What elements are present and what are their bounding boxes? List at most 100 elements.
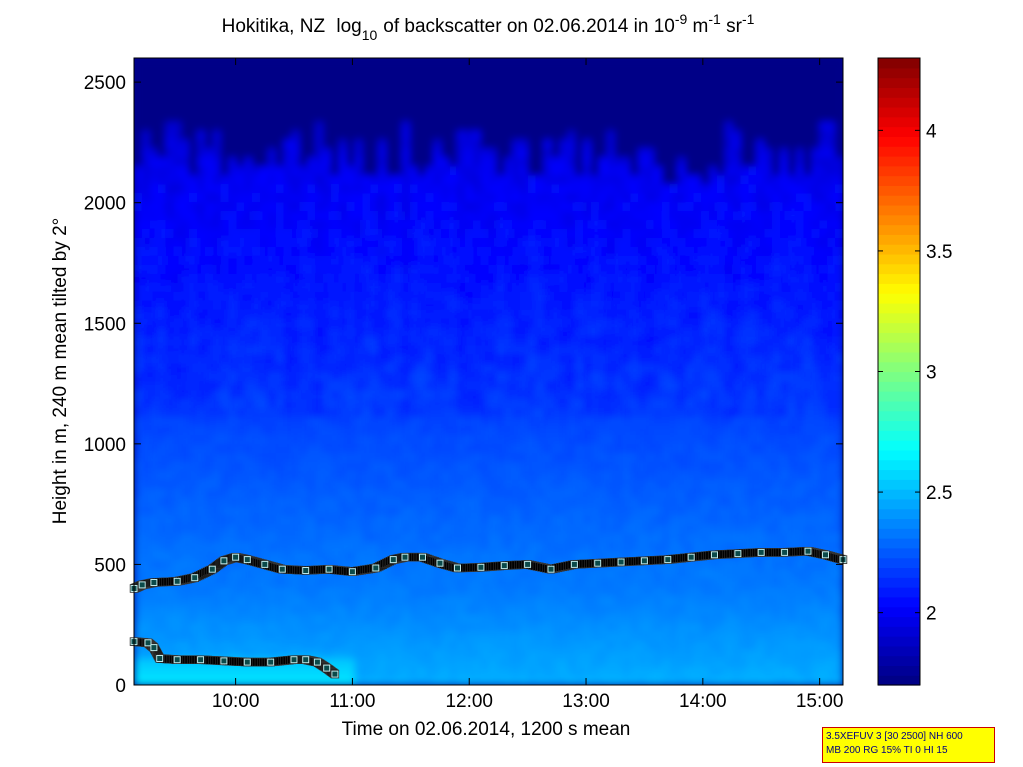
heatmap-cell bbox=[496, 407, 506, 418]
heatmap-cell bbox=[425, 66, 435, 77]
heatmap-cell bbox=[653, 138, 663, 149]
heatmap-cell bbox=[362, 192, 372, 203]
heatmap-cell bbox=[606, 613, 616, 624]
heatmap-cell bbox=[267, 371, 277, 382]
heatmap-cell bbox=[386, 93, 395, 104]
heatmap-cell bbox=[252, 246, 261, 256]
heatmap-cell bbox=[204, 380, 214, 391]
heatmap-cell bbox=[653, 362, 663, 373]
heatmap-cell bbox=[173, 156, 183, 167]
heatmap-cell bbox=[449, 228, 458, 238]
heatmap-cell bbox=[551, 111, 561, 122]
heatmap-cell bbox=[283, 541, 293, 552]
heatmap-cell bbox=[583, 586, 592, 597]
heatmap-cell bbox=[275, 75, 285, 86]
heatmap-cell bbox=[149, 93, 159, 104]
heatmap-cell bbox=[653, 470, 663, 480]
heatmap-cell bbox=[441, 174, 450, 185]
heatmap-cell bbox=[244, 380, 253, 391]
heatmap-cell bbox=[362, 246, 372, 256]
heatmap-cell bbox=[488, 380, 498, 391]
heatmap-cell bbox=[307, 299, 316, 310]
heatmap-cell bbox=[504, 532, 513, 543]
heatmap-cell bbox=[315, 156, 324, 167]
heatmap-cell bbox=[575, 335, 584, 346]
heatmap-cell bbox=[204, 299, 214, 310]
heatmap-cell bbox=[646, 147, 655, 158]
heatmap-cell bbox=[393, 102, 403, 113]
heatmap-cell bbox=[197, 577, 206, 588]
heatmap-cell bbox=[425, 138, 435, 149]
heatmap-cell bbox=[393, 514, 403, 525]
heatmap-cell bbox=[417, 111, 427, 122]
heatmap-cell bbox=[157, 514, 167, 525]
heatmap-cell bbox=[354, 201, 364, 212]
heatmap-cell bbox=[401, 461, 411, 471]
heatmap-cell bbox=[409, 111, 419, 122]
heatmap-cell bbox=[512, 66, 521, 77]
heatmap-cell bbox=[393, 66, 403, 77]
heatmap-cell bbox=[590, 84, 600, 95]
heatmap-cell bbox=[606, 514, 616, 525]
heatmap-cell bbox=[527, 425, 537, 435]
heatmap-cell bbox=[480, 156, 490, 167]
heatmap-cell bbox=[504, 487, 513, 498]
heatmap-cell bbox=[165, 183, 175, 194]
heatmap-cell bbox=[173, 505, 183, 516]
heatmap-cell bbox=[590, 425, 600, 435]
heatmap-cell bbox=[362, 649, 372, 659]
heatmap-cell bbox=[220, 496, 230, 507]
heatmap-cell bbox=[504, 93, 513, 104]
heatmap-cell bbox=[189, 434, 198, 444]
heatmap-cell bbox=[464, 264, 474, 274]
heatmap-cell bbox=[653, 371, 663, 382]
heatmap-cell bbox=[149, 165, 159, 176]
heatmap-cell bbox=[488, 272, 498, 283]
heatmap-cell bbox=[149, 255, 159, 265]
heatmap-cell bbox=[480, 75, 490, 86]
heatmap-cell bbox=[590, 658, 600, 668]
heatmap-cell bbox=[299, 631, 309, 642]
heatmap-cell bbox=[417, 353, 427, 364]
heatmap-cell bbox=[157, 380, 167, 391]
heatmap-cell bbox=[590, 470, 600, 480]
heatmap-cell bbox=[535, 523, 545, 534]
heatmap-cell bbox=[456, 667, 466, 677]
heatmap-cell bbox=[378, 434, 387, 444]
heatmap-cell bbox=[291, 559, 301, 570]
heatmap-cell bbox=[527, 380, 537, 391]
heatmap-cell bbox=[606, 228, 616, 238]
heatmap-cell bbox=[606, 658, 616, 668]
heatmap-cell bbox=[669, 496, 679, 507]
heatmap-cell bbox=[307, 290, 316, 301]
heatmap-cell bbox=[236, 66, 246, 77]
heatmap-cell bbox=[134, 272, 143, 283]
heatmap-cell bbox=[527, 658, 537, 668]
heatmap-cell bbox=[283, 452, 293, 462]
heatmap-cell bbox=[630, 505, 639, 516]
heatmap-cell bbox=[197, 290, 206, 301]
heatmap-cell bbox=[260, 371, 269, 382]
heatmap-cell bbox=[575, 165, 584, 176]
heatmap-cell bbox=[189, 228, 198, 238]
heatmap-cell bbox=[449, 371, 458, 382]
heatmap-cell bbox=[330, 586, 340, 597]
heatmap-cell bbox=[134, 317, 143, 328]
heatmap-cell bbox=[386, 425, 395, 435]
heatmap-cell bbox=[134, 290, 143, 301]
heatmap-cell bbox=[189, 452, 198, 462]
heatmap-cell bbox=[409, 452, 419, 462]
heatmap-cell bbox=[559, 228, 569, 238]
heatmap-cell bbox=[606, 75, 616, 86]
heatmap-cell bbox=[283, 264, 293, 274]
heatmap-cell bbox=[299, 210, 309, 221]
heatmap-cell bbox=[252, 174, 261, 185]
heatmap-cell bbox=[401, 631, 411, 642]
heatmap-cell bbox=[480, 317, 490, 328]
heatmap-cell bbox=[212, 541, 222, 552]
heatmap-cell bbox=[157, 75, 167, 86]
heatmap-cell bbox=[693, 613, 702, 624]
heatmap-cell bbox=[417, 344, 427, 355]
heatmap-cell bbox=[425, 461, 435, 471]
